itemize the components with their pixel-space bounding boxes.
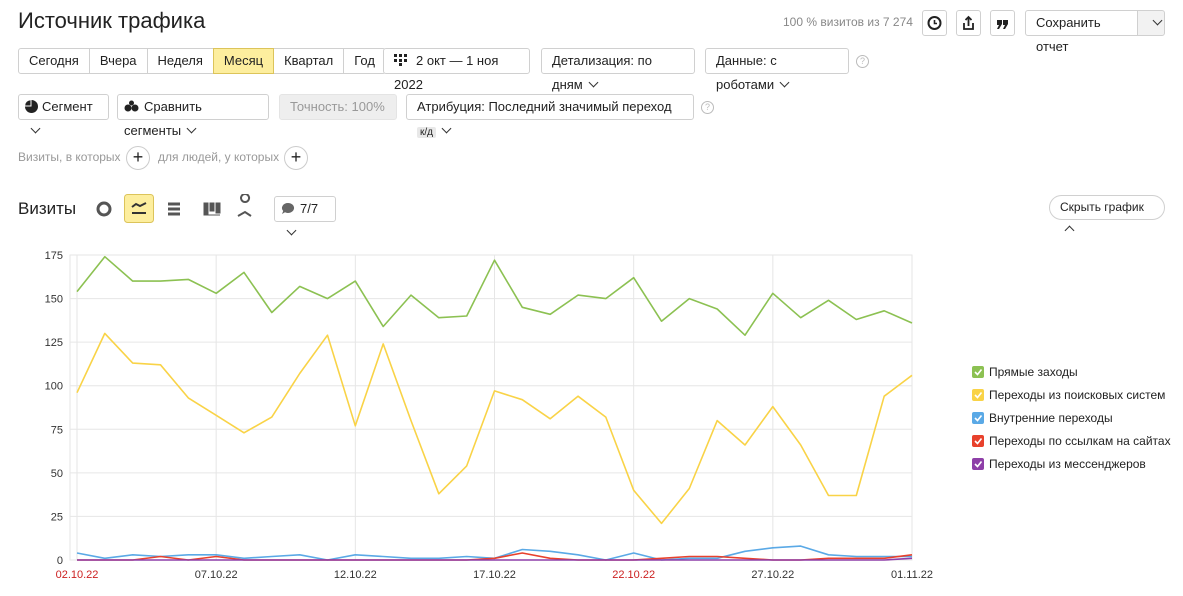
label: Сравнить сегменты [124, 99, 202, 138]
bar-icon[interactable] [203, 202, 221, 216]
accuracy: Точность: 100% [279, 94, 397, 120]
icon [997, 20, 1008, 29]
icon [963, 15, 974, 30]
export-button[interactable] [956, 10, 981, 36]
legend-check [974, 438, 983, 445]
save-menu[interactable] [1137, 10, 1165, 36]
pie-icon[interactable] [96, 201, 112, 217]
x-tick-label: 01.11.22 [891, 569, 933, 581]
label: Атрибуция: Последний значимый переход [417, 99, 672, 114]
comments-button[interactable]: 7/7 [274, 196, 336, 222]
legend-checkbox [972, 366, 984, 378]
data-select[interactable]: Данные: с роботами [705, 48, 849, 92]
y-tick-label: 100 [45, 381, 63, 393]
legend-item[interactable]: Переходы по ссылкам на сайтах [972, 434, 1171, 448]
legend-label: Внутренние переходы [989, 411, 1113, 425]
attribution-select[interactable]: Атрибуция: Последний значимый переход к/… [406, 94, 694, 138]
line-icon [131, 202, 147, 214]
segment-button[interactable]: Сегмент [18, 94, 109, 120]
legend-label: Переходы из мессенджеров [989, 457, 1146, 471]
history-button[interactable] [922, 10, 947, 36]
chart-type-switch [96, 194, 252, 223]
y-tick-label: 0 [57, 555, 63, 567]
series-line [76, 332, 913, 525]
condition-label: Визиты, в которых [18, 150, 121, 164]
series-line [77, 557, 913, 561]
x-tick-label: 22.10.22 [612, 569, 655, 581]
icon [25, 100, 38, 113]
y-tick-label: 75 [51, 424, 63, 436]
x-tick-label: 17.10.22 [473, 569, 516, 581]
period-button[interactable]: Год [343, 48, 386, 74]
legend-checkbox [972, 458, 984, 470]
y-tick-label: 25 [51, 511, 63, 523]
legend-checkbox [972, 389, 984, 401]
legend-item[interactable]: Переходы из поисковых систем [972, 388, 1165, 402]
x-tick-label: 27.10.22 [751, 569, 794, 581]
y-tick-label: 125 [45, 337, 63, 349]
y-tick-label: 150 [45, 294, 63, 306]
save-button[interactable]: Сохранить отчет [1025, 10, 1138, 54]
legend-check [974, 392, 983, 399]
y-tick-label: 175 [45, 250, 63, 262]
legend-checkbox [972, 412, 984, 424]
x-tick-label: 02.10.22 [56, 569, 99, 581]
legend-check [974, 461, 983, 468]
period-button[interactable]: Сегодня [18, 48, 90, 74]
help-icon[interactable]: ? [856, 55, 869, 68]
condition-label: для людей, у которых [158, 150, 280, 164]
x-tick-label: 12.10.22 [334, 569, 377, 581]
label: 7/7 [300, 201, 319, 216]
chart-title: Визиты [18, 199, 77, 218]
label: Скрыть график [1060, 200, 1144, 214]
icon [124, 100, 139, 112]
period-switch: Сегодня Вчера Неделя Месяц Квартал Год [18, 48, 386, 74]
area-icon[interactable] [168, 202, 180, 216]
detail-select[interactable]: Детализация: по дням [541, 48, 695, 92]
compare-button[interactable]: Сравнить сегменты [117, 94, 269, 138]
legend-label: Прямые заходы [989, 365, 1078, 379]
help-icon[interactable]: ? [701, 101, 714, 114]
period-button[interactable]: Квартал [273, 48, 345, 74]
chevron [1147, 15, 1161, 30]
page-title: Источник трафика [18, 8, 206, 33]
plot-frame [69, 254, 913, 561]
line-icon-active[interactable] [124, 194, 154, 223]
legend-checkbox [972, 435, 984, 447]
legend-label: Переходы по ссылкам на сайтах [989, 434, 1171, 448]
summary: 100 % визитов из 7 274 [783, 15, 913, 29]
period-button[interactable]: Неделя [146, 48, 214, 74]
share-button[interactable] [990, 10, 1015, 36]
add-condition[interactable]: + [126, 146, 150, 170]
icon [927, 16, 942, 30]
label: 2 окт — 1 ноя 2022 [394, 53, 499, 92]
icon [282, 202, 295, 214]
icon [394, 54, 407, 66]
y-tick-label: 50 [51, 468, 63, 480]
add-condition[interactable]: + [284, 146, 308, 170]
chevron [1064, 225, 1075, 236]
label: Сегмент [42, 99, 93, 114]
series-line [76, 255, 913, 336]
date-range[interactable]: 2 окт — 1 ноя 2022 [383, 48, 530, 92]
badge: к/д [417, 127, 436, 138]
legend-label: Переходы из поисковых систем [989, 388, 1165, 402]
chart: 0 25 50 75 100 125 150 175 02.10.22 07.10.22 12.10… [45, 250, 1171, 581]
legend-item[interactable]: Прямые заходы [972, 365, 1078, 379]
x-tick-label: 07.10.22 [195, 569, 238, 581]
legend-check [974, 415, 983, 422]
map-icon[interactable] [237, 194, 252, 217]
period-button[interactable]: Месяц [212, 48, 275, 74]
legend-check [974, 369, 983, 376]
legend-item[interactable]: Переходы из мессенджеров [972, 457, 1146, 471]
legend-item[interactable]: Внутренние переходы [972, 411, 1113, 425]
period-button[interactable]: Вчера [88, 48, 148, 74]
hide-chart[interactable]: Скрыть график [1049, 195, 1165, 236]
